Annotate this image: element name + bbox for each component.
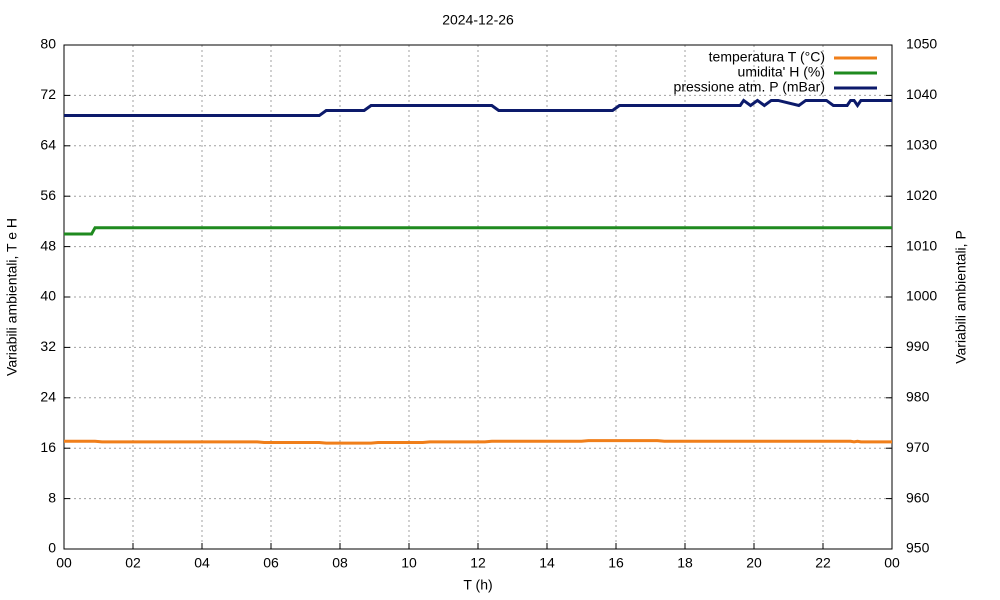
series-line <box>64 439 892 445</box>
y-tick-label: 32 <box>40 338 56 354</box>
y2-tick-label: 970 <box>906 439 930 455</box>
x-tick-label: 00 <box>56 555 72 571</box>
x-tick-label: 16 <box>608 555 624 571</box>
x-tick-label: 04 <box>194 555 210 571</box>
x-tick-label: 18 <box>677 555 693 571</box>
series-line <box>64 226 892 236</box>
y-tick-label: 64 <box>40 137 56 153</box>
x-tick-label: 22 <box>815 555 831 571</box>
y-tick-label: 8 <box>48 489 56 505</box>
x-tick-label: 20 <box>746 555 762 571</box>
y-tick-label: 56 <box>40 187 56 203</box>
y2-tick-label: 1010 <box>906 237 937 253</box>
y-tick-label: 0 <box>48 540 56 556</box>
legend-label: umidita' H (%) <box>738 64 825 80</box>
series-line <box>64 98 892 118</box>
y2-tick-label: 1040 <box>906 86 937 102</box>
x-tick-label: 06 <box>263 555 279 571</box>
y-tick-label: 48 <box>40 237 56 253</box>
plot-border <box>63 44 893 550</box>
y-tick-label: 72 <box>40 86 56 102</box>
y2-tick-label: 980 <box>906 389 930 405</box>
x-tick-label: 08 <box>332 555 348 571</box>
y2-axis-label: Variabili ambientali, P <box>953 230 969 364</box>
y2-tick-label: 1020 <box>906 187 937 203</box>
y-axis-label: Variabili ambientali, T e H <box>4 218 20 376</box>
x-tick-label: 10 <box>401 555 417 571</box>
y-tick-label: 24 <box>40 389 56 405</box>
y-tick-label: 16 <box>40 439 56 455</box>
y2-tick-label: 1030 <box>906 137 937 153</box>
x-tick-label: 00 <box>884 555 900 571</box>
chart-title: 2024-12-26 <box>442 12 514 28</box>
x-tick-label: 02 <box>125 555 141 571</box>
y-tick-label: 80 <box>40 36 56 52</box>
y-tick-label: 40 <box>40 288 56 304</box>
x-tick-label: 12 <box>470 555 486 571</box>
x-axis-label: T (h) <box>463 577 492 593</box>
y2-tick-label: 1000 <box>906 288 937 304</box>
legend-label: temperatura T (°C) <box>709 49 825 65</box>
legend-label: pressione atm. P (mBar) <box>674 79 825 95</box>
y2-tick-label: 990 <box>906 338 930 354</box>
x-tick-label: 14 <box>539 555 555 571</box>
y2-tick-label: 1050 <box>906 36 937 52</box>
y2-tick-label: 950 <box>906 540 930 556</box>
y2-tick-label: 960 <box>906 489 930 505</box>
